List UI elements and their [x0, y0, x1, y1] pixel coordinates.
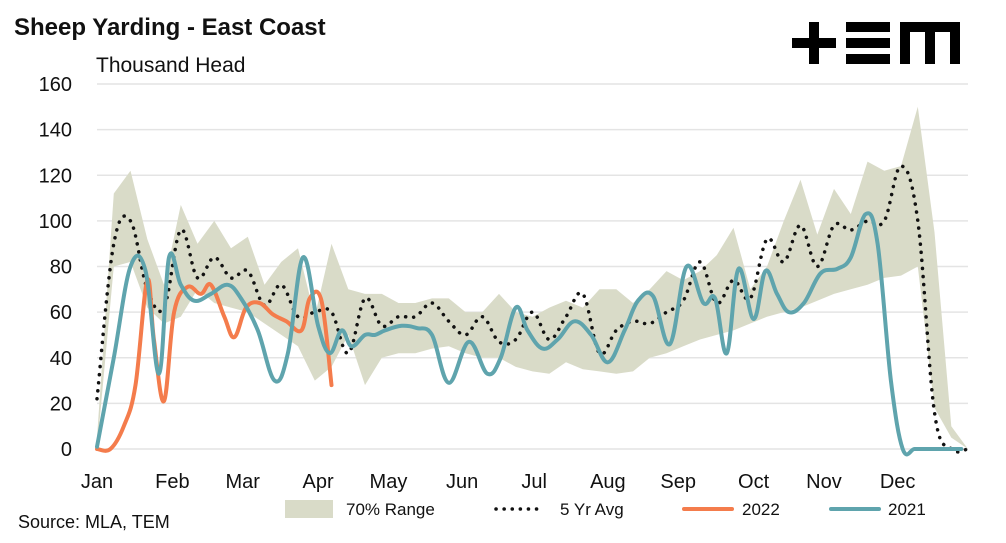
y-axis-unit-label: Thousand Head [96, 54, 246, 77]
legend: 70% Range 5 Yr Avg 2022 2021 [285, 500, 926, 519]
y-tick-label: 80 [50, 257, 72, 279]
x-tick-label: Feb [155, 471, 189, 493]
y-tick-label: 140 [39, 120, 72, 142]
tem-logo-icon [792, 22, 960, 64]
y-tick-label: 120 [39, 165, 72, 187]
y-tick-label: 0 [61, 439, 72, 461]
series-line-2021 [95, 211, 964, 457]
y-tick-label: 60 [50, 302, 72, 324]
y-tick-label: 20 [50, 393, 72, 415]
x-tick-label: Apr [303, 471, 334, 493]
x-tick-label: Sep [660, 471, 696, 493]
legend-label: 70% Range [346, 500, 435, 519]
y-tick-label: 40 [50, 348, 72, 370]
series-range-band [97, 106, 968, 450]
x-tick-label: Nov [806, 471, 842, 493]
x-tick-label: Aug [590, 471, 626, 493]
y-axis: 0 20 40 60 80 100 120 140 160 [39, 74, 72, 461]
legend-label: 5 Yr Avg [560, 500, 624, 519]
x-tick-label: Mar [225, 471, 260, 493]
x-tick-label: Jun [446, 471, 478, 493]
plot-area [95, 106, 970, 457]
x-tick-label: Jul [521, 471, 547, 493]
source-note: Source: MLA, TEM [18, 512, 170, 532]
x-tick-label: Dec [880, 471, 916, 493]
legend-label: 2022 [742, 500, 780, 519]
legend-label: 2021 [888, 500, 926, 519]
x-axis: Jan Feb Mar Apr May Jun Jul Aug Sep Oct Nov Dec [81, 471, 916, 493]
x-tick-label: Oct [738, 471, 770, 493]
legend-swatch-range [285, 500, 333, 518]
y-tick-label: 100 [39, 211, 72, 233]
x-tick-label: May [370, 471, 408, 493]
series-line-2022 [95, 277, 334, 453]
y-tick-label: 160 [39, 74, 72, 96]
x-tick-label: Jan [81, 471, 113, 493]
tem-logo [792, 22, 960, 69]
chart-title: Sheep Yarding - East Coast [14, 14, 326, 41]
series-line-5-yr-avg [95, 164, 970, 454]
